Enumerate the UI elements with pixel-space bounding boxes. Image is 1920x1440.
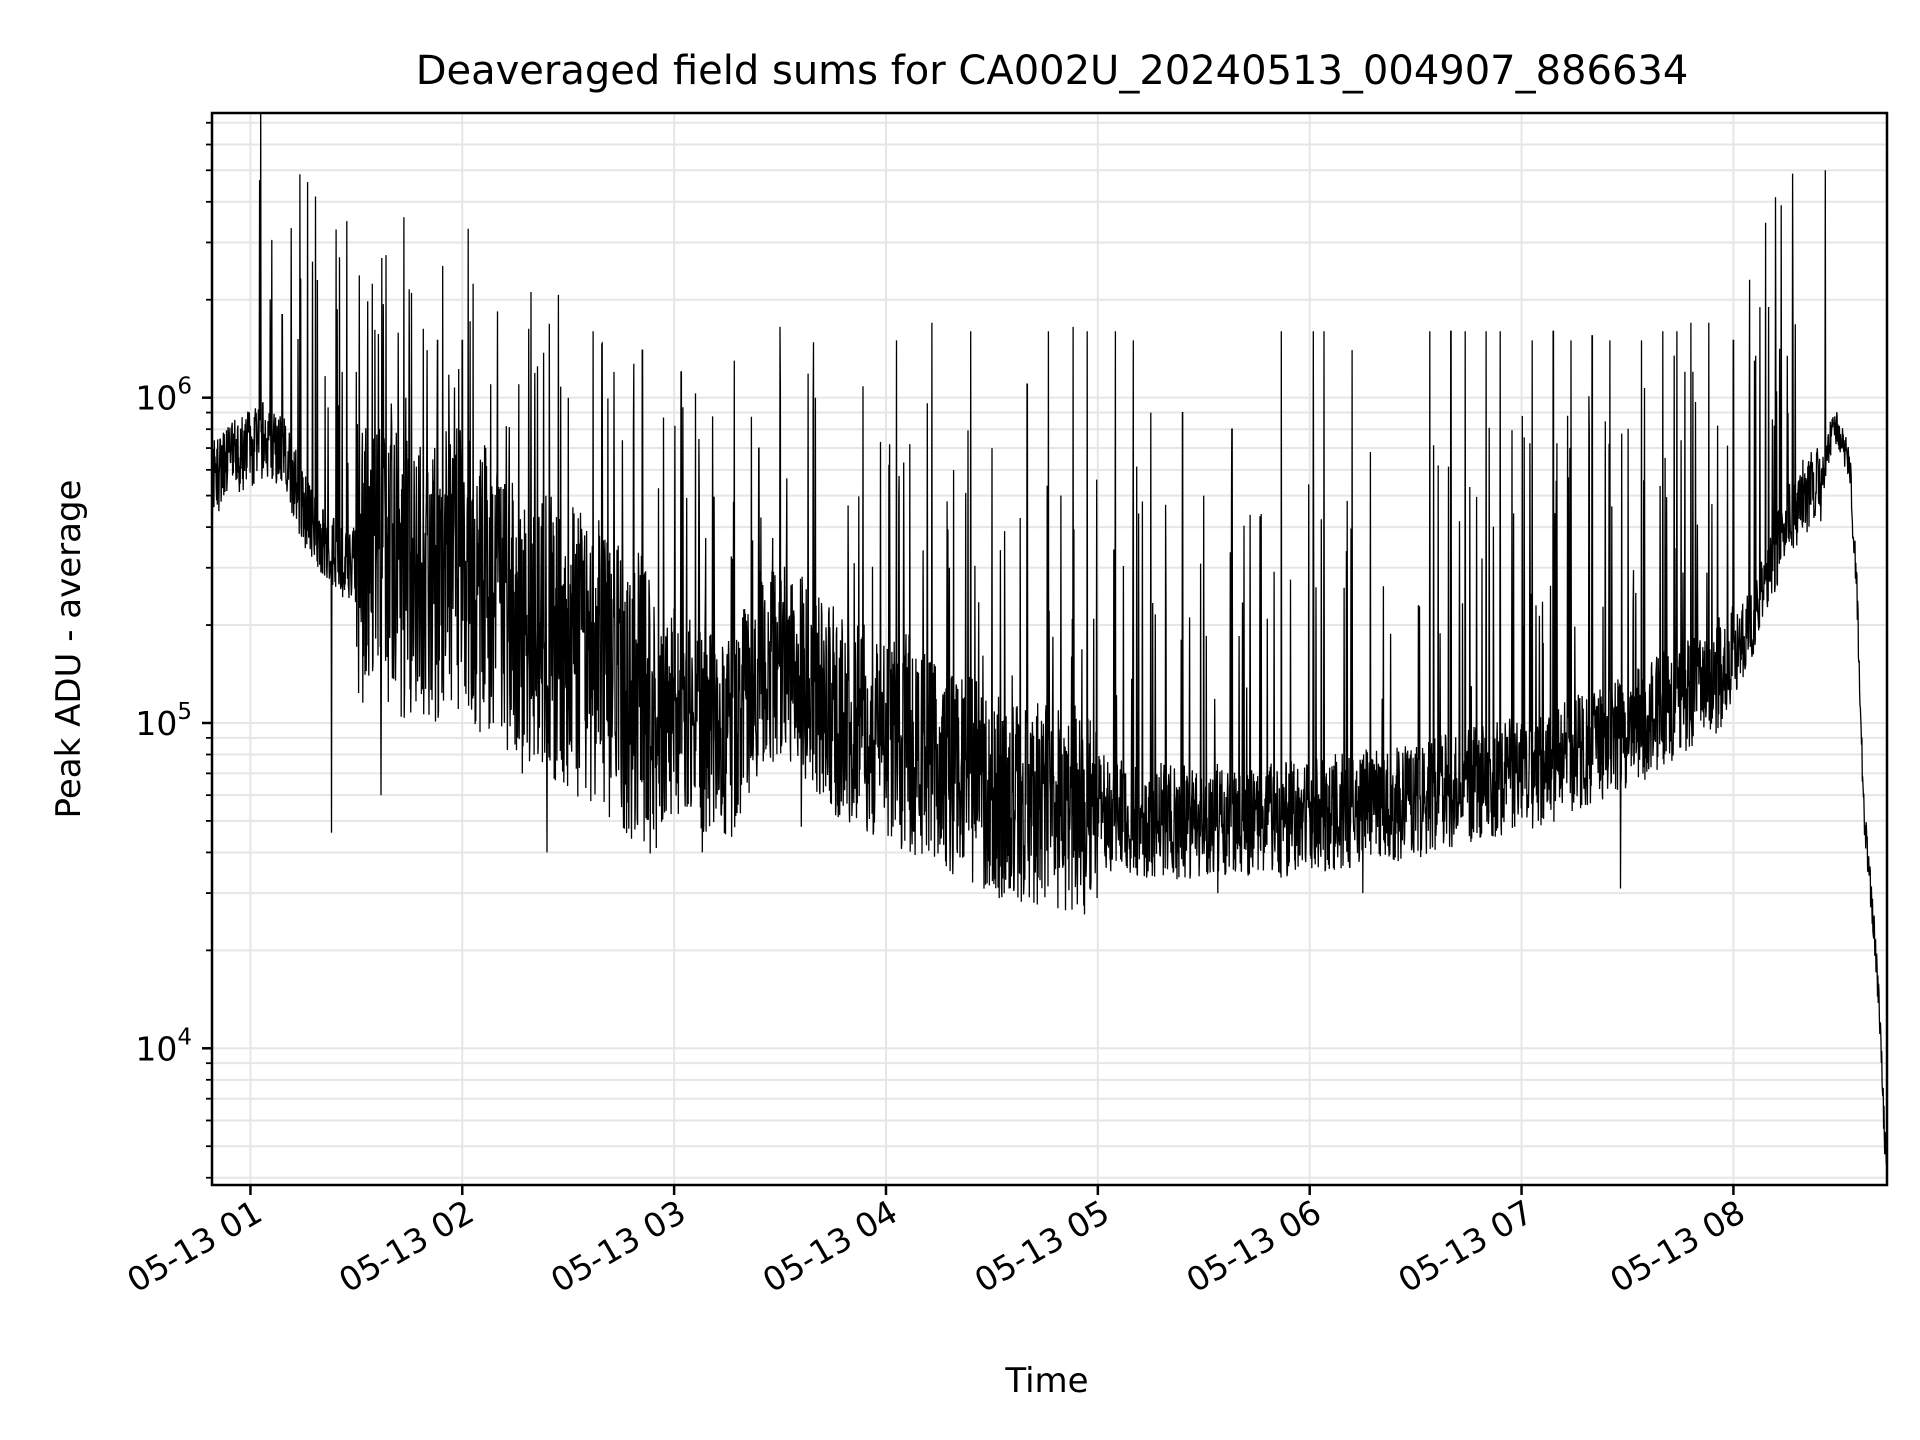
y-tick-exponent: 6 <box>177 374 192 400</box>
plot-area <box>212 113 1887 1166</box>
y-tick-label: 106 <box>135 374 192 418</box>
series <box>212 113 1887 1166</box>
y-tick-label: 104 <box>135 1024 192 1068</box>
y-tick-exponent: 4 <box>177 1024 192 1050</box>
y-tick-label: 105 <box>135 699 192 743</box>
plot-frame <box>210 111 1889 1187</box>
y-tick-base: 10 <box>135 704 177 743</box>
y-tick-base: 10 <box>135 1029 177 1068</box>
series-line <box>212 113 1887 1166</box>
chart-title: Deaveraged field sums for CA002U_2024051… <box>416 48 1689 94</box>
grid <box>212 113 1887 1185</box>
y-axis-label: Peak ADU - average <box>49 480 89 819</box>
y-tick-base: 10 <box>135 379 177 418</box>
x-axis-label: Time <box>1004 1361 1088 1401</box>
y-tick-exponent: 5 <box>177 699 192 725</box>
